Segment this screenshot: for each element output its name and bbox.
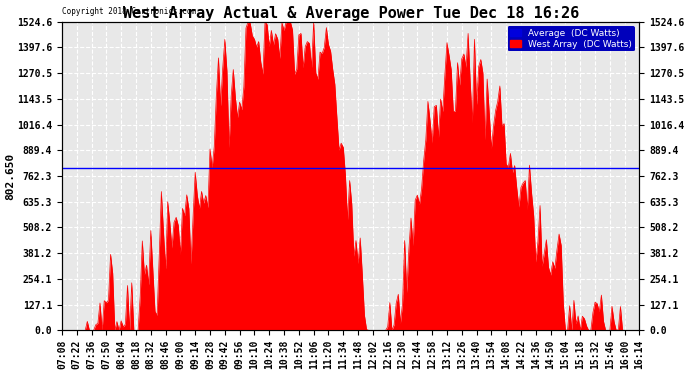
Title: West Array Actual & Average Power Tue Dec 18 16:26: West Array Actual & Average Power Tue De… [123, 6, 579, 21]
Legend: Average  (DC Watts), West Array  (DC Watts): Average (DC Watts), West Array (DC Watts… [508, 26, 635, 51]
Y-axis label: 802.650: 802.650 [6, 152, 16, 200]
Text: Copyright 2018 Cartronics.com: Copyright 2018 Cartronics.com [63, 6, 197, 15]
